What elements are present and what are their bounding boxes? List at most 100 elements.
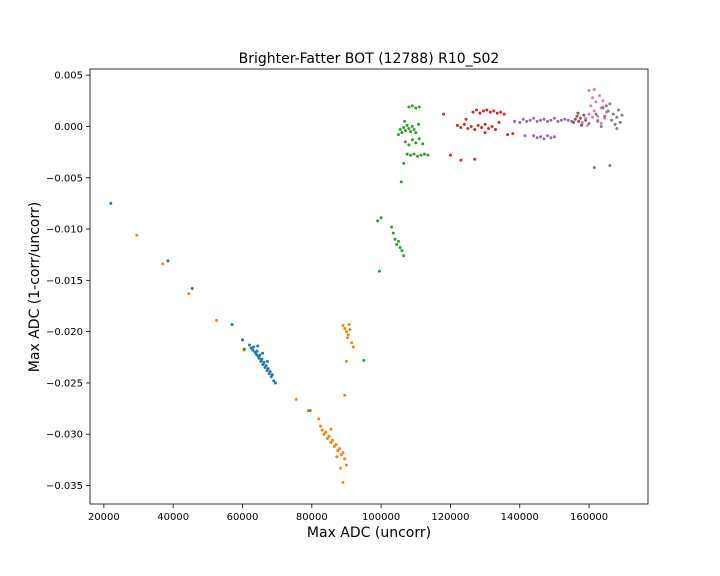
data-point bbox=[414, 131, 418, 135]
data-point bbox=[379, 216, 383, 220]
data-point bbox=[362, 358, 366, 362]
data-point bbox=[469, 124, 473, 128]
data-point bbox=[480, 125, 484, 129]
data-point bbox=[545, 119, 549, 123]
data-point bbox=[419, 153, 423, 157]
data-point bbox=[332, 445, 336, 449]
data-point bbox=[318, 424, 322, 428]
x-axis-label: Max ADC (uncorr) bbox=[307, 525, 431, 541]
data-point bbox=[247, 343, 251, 347]
data-point bbox=[608, 163, 612, 167]
data-point bbox=[324, 430, 328, 434]
data-point bbox=[473, 157, 477, 161]
data-point bbox=[492, 109, 496, 113]
data-point bbox=[329, 427, 333, 431]
data-point bbox=[252, 345, 256, 349]
data-point bbox=[251, 348, 255, 352]
data-point bbox=[545, 134, 549, 138]
data-point bbox=[455, 123, 459, 127]
data-point bbox=[483, 131, 487, 135]
points-layer bbox=[109, 88, 624, 484]
x-tick-label: 20000 bbox=[88, 512, 120, 523]
data-point bbox=[325, 436, 329, 440]
data-point bbox=[506, 133, 510, 137]
data-point bbox=[166, 259, 170, 263]
data-point bbox=[573, 117, 577, 121]
data-point bbox=[343, 457, 347, 461]
data-point bbox=[230, 322, 234, 326]
data-point bbox=[584, 118, 588, 122]
y-axis-label: Max ADC (1-corr/uncorr) bbox=[27, 202, 43, 372]
data-point bbox=[476, 123, 480, 127]
data-point bbox=[343, 393, 347, 397]
data-point bbox=[409, 130, 413, 134]
series-5 bbox=[513, 116, 574, 141]
plot-area bbox=[90, 69, 648, 504]
x-tick-label: 120000 bbox=[431, 512, 469, 523]
data-point bbox=[518, 120, 522, 124]
data-point bbox=[215, 318, 218, 322]
series-7 bbox=[580, 88, 608, 127]
data-point bbox=[577, 119, 581, 123]
y-tick-label: −0.005 bbox=[46, 173, 83, 184]
data-point bbox=[268, 370, 272, 374]
data-point bbox=[578, 116, 582, 120]
data-point bbox=[262, 360, 266, 364]
data-point bbox=[396, 239, 400, 243]
data-point bbox=[412, 128, 416, 132]
data-point bbox=[410, 104, 414, 108]
data-point bbox=[582, 113, 586, 117]
data-point bbox=[542, 117, 546, 121]
data-point bbox=[597, 94, 601, 98]
data-point bbox=[483, 122, 487, 126]
data-point bbox=[603, 114, 607, 118]
data-point bbox=[488, 110, 492, 114]
data-point bbox=[335, 455, 339, 459]
series-6 bbox=[571, 111, 588, 127]
data-point bbox=[617, 108, 621, 112]
data-point bbox=[336, 449, 340, 453]
data-point bbox=[338, 447, 342, 451]
data-point bbox=[317, 417, 321, 421]
data-point bbox=[341, 323, 345, 327]
data-point bbox=[270, 373, 274, 377]
data-point bbox=[523, 134, 527, 138]
data-point bbox=[400, 249, 404, 253]
data-point bbox=[407, 143, 411, 147]
data-point bbox=[426, 153, 430, 157]
data-point bbox=[601, 106, 605, 110]
data-point bbox=[542, 137, 546, 141]
data-point bbox=[260, 357, 264, 361]
data-point bbox=[591, 96, 595, 100]
data-point bbox=[416, 154, 420, 158]
data-point bbox=[592, 88, 596, 92]
data-point bbox=[459, 125, 463, 129]
data-point bbox=[485, 108, 489, 112]
data-point bbox=[341, 480, 345, 484]
data-point bbox=[391, 231, 395, 235]
y-tick-label: −0.035 bbox=[46, 481, 83, 492]
data-point bbox=[414, 141, 418, 145]
series-8 bbox=[587, 102, 624, 169]
data-point bbox=[417, 137, 421, 141]
data-point bbox=[601, 99, 605, 103]
data-point bbox=[410, 138, 414, 142]
data-point bbox=[559, 118, 563, 122]
data-point bbox=[511, 132, 515, 136]
data-point bbox=[556, 119, 560, 123]
chart-title: Brighter-Fatter BOT (12788) R10_S02 bbox=[239, 51, 500, 67]
data-point bbox=[615, 127, 619, 130]
data-point bbox=[535, 119, 539, 123]
data-point bbox=[585, 123, 589, 127]
data-point bbox=[487, 127, 491, 130]
x-tick-label: 140000 bbox=[501, 512, 539, 523]
y-axis-ticks: 0.005 0.000 −0.005 −0.010 −0.015 −0.020 −0.025… bbox=[46, 71, 90, 492]
data-point bbox=[466, 127, 470, 130]
data-point bbox=[539, 135, 543, 139]
data-point bbox=[402, 125, 406, 129]
data-point bbox=[481, 109, 485, 113]
data-point bbox=[343, 327, 347, 331]
data-point bbox=[587, 89, 591, 93]
data-point bbox=[242, 347, 246, 351]
data-point bbox=[377, 269, 381, 273]
